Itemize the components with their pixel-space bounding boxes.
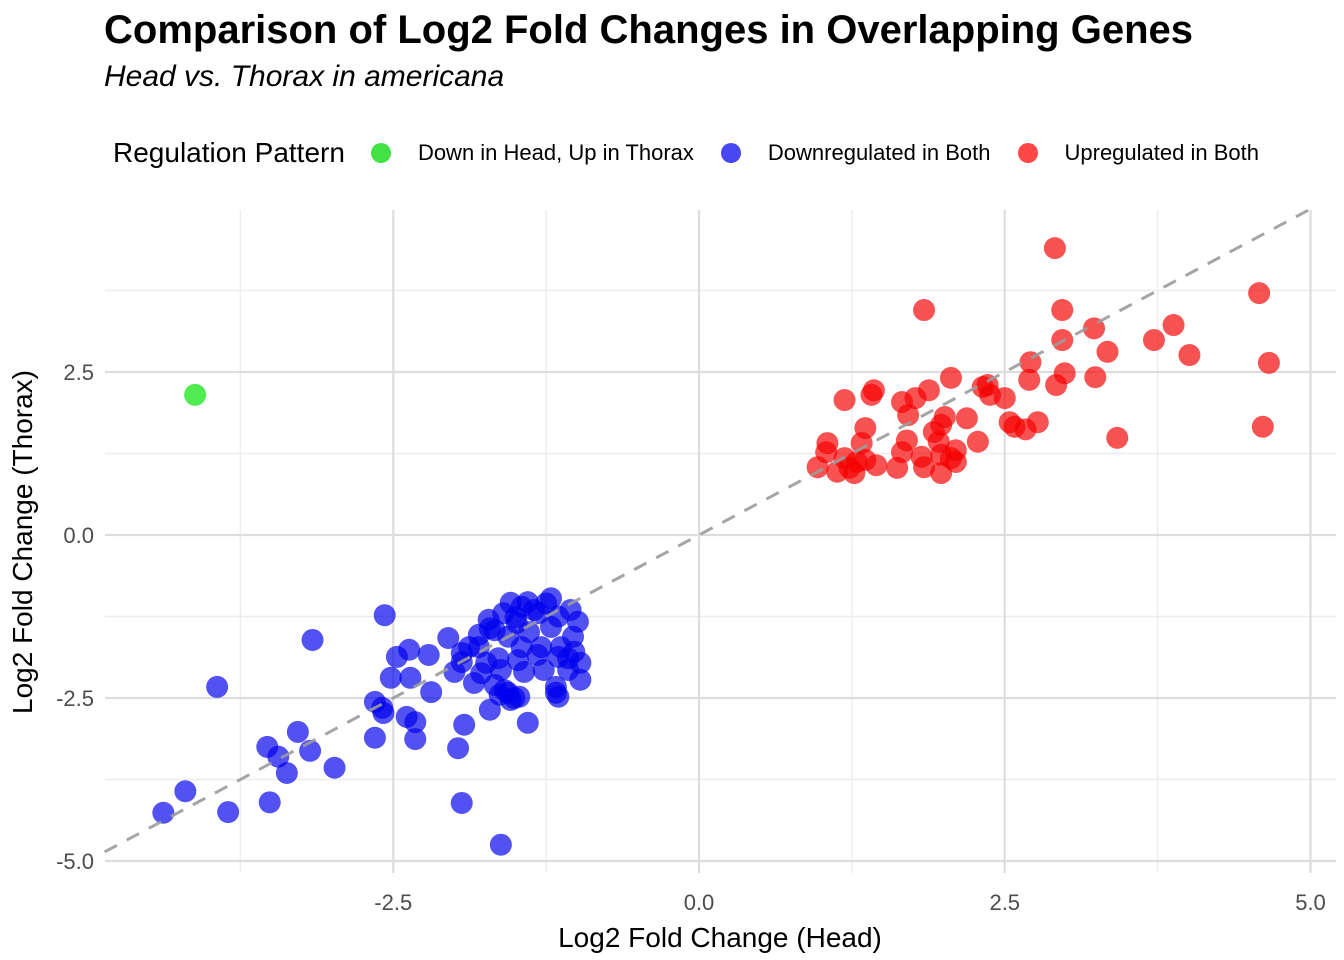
red-dot-icon	[1017, 143, 1038, 163]
data-point	[917, 379, 940, 402]
data-point	[152, 801, 175, 824]
y-tick-label: 2.5	[63, 360, 94, 385]
data-point	[966, 430, 989, 453]
data-point	[1045, 374, 1068, 397]
data-point	[913, 299, 936, 322]
data-point	[547, 685, 570, 708]
data-point	[417, 643, 440, 666]
x-tick-label: 2.5	[989, 890, 1020, 915]
data-point	[379, 666, 402, 689]
data-point	[275, 761, 298, 784]
data-point	[174, 780, 197, 803]
legend-item-downregulated-both: Downregulated in Both	[720, 140, 991, 166]
y-axis-title: Log2 Fold Change (Thorax)	[7, 370, 38, 714]
data-point	[399, 666, 422, 689]
minor-gridlines	[105, 210, 1336, 873]
data-point	[453, 713, 476, 736]
data-point	[1051, 299, 1074, 322]
data-point	[939, 366, 962, 389]
data-point	[1162, 314, 1185, 337]
data-point	[323, 756, 346, 779]
data-point	[532, 658, 555, 681]
data-point	[930, 462, 953, 485]
data-point	[886, 456, 909, 479]
data-point	[513, 660, 536, 683]
y-tick-label: -5.0	[56, 849, 94, 874]
data-point	[955, 407, 978, 430]
data-point	[944, 439, 967, 462]
data-point	[1043, 237, 1066, 260]
data-point	[363, 726, 386, 749]
data-point	[833, 389, 856, 412]
data-points	[152, 237, 1280, 856]
legend-item-down-head-up-thorax: Down in Head, Up in Thorax	[370, 140, 694, 166]
y-tick-label: 0.0	[63, 523, 94, 548]
data-point	[404, 728, 427, 751]
data-point	[826, 460, 849, 483]
data-point	[913, 456, 936, 479]
data-point	[206, 675, 229, 698]
chart-subtitle: Head vs. Thorax in americana	[104, 60, 505, 93]
data-point	[373, 604, 396, 627]
x-axis-title: Log2 Fold Change (Head)	[558, 922, 882, 953]
legend-title: Regulation Pattern	[113, 137, 345, 168]
data-point	[385, 645, 408, 668]
data-point	[569, 668, 592, 691]
y-tick-label: -2.5	[56, 686, 94, 711]
data-point	[489, 833, 512, 856]
legend-item-label: Downregulated in Both	[767, 140, 991, 165]
chart-title: Comparison of Log2 Fold Changes in Overl…	[104, 8, 1194, 52]
x-tick-label: 5.0	[1295, 890, 1326, 915]
data-point	[1142, 329, 1165, 352]
data-point	[843, 462, 866, 485]
data-point	[516, 711, 539, 734]
data-point	[1248, 282, 1271, 305]
data-point	[850, 432, 873, 455]
data-point	[1018, 368, 1041, 391]
x-tick-label: 0.0	[684, 890, 715, 915]
scatter-plot: -2.5 0.0 2.5 5.0 2.5 0.0 -2.5 -5.0 Log2 Fold Ch…	[7, 208, 1336, 953]
major-gridlines	[105, 210, 1336, 873]
data-point	[267, 745, 290, 768]
legend-item-upregulated-both: Upregulated in Both	[1017, 140, 1259, 166]
data-point	[865, 454, 888, 477]
data-point	[420, 681, 443, 704]
legend: Regulation Pattern Down in Head, Up in T…	[113, 133, 1286, 173]
data-point	[258, 791, 281, 814]
data-point	[1178, 344, 1201, 367]
data-point	[437, 627, 460, 650]
data-point	[922, 420, 945, 443]
data-point	[806, 456, 829, 479]
data-point	[897, 404, 920, 427]
data-point	[184, 383, 207, 406]
data-point	[371, 696, 394, 719]
data-point	[1084, 366, 1107, 389]
data-point	[447, 737, 470, 760]
data-point	[1106, 426, 1129, 449]
data-point	[217, 801, 240, 824]
data-point	[547, 605, 570, 628]
x-tick-label: -2.5	[374, 890, 412, 915]
axis-tick-labels: -2.5 0.0 2.5 5.0 2.5 0.0 -2.5 -5.0	[56, 360, 1326, 915]
data-point	[860, 383, 883, 406]
data-point	[286, 720, 309, 743]
blue-dot-icon	[720, 143, 741, 163]
data-point	[504, 606, 527, 629]
data-point	[1026, 411, 1049, 434]
legend-item-label: Upregulated in Both	[1064, 140, 1259, 165]
data-point	[993, 387, 1016, 410]
legend-item-label: Down in Head, Up in Thorax	[417, 140, 694, 165]
data-point	[450, 791, 473, 814]
identity-line	[103, 208, 1309, 854]
data-point	[1096, 340, 1119, 363]
data-point	[301, 628, 324, 651]
data-point	[499, 688, 522, 711]
data-point	[1257, 351, 1280, 374]
data-point	[462, 672, 485, 695]
data-point	[404, 711, 427, 734]
green-dot-icon	[370, 143, 391, 163]
data-point	[1251, 415, 1274, 438]
identity-reference-line	[103, 208, 1309, 854]
